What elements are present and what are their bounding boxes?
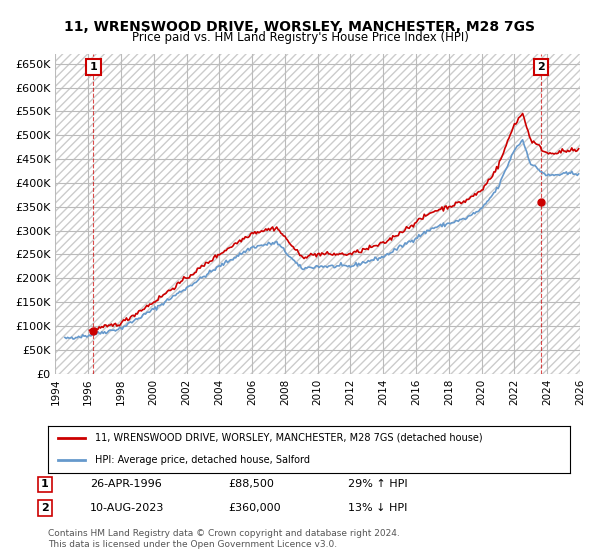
Text: 11, WRENSWOOD DRIVE, WORSLEY, MANCHESTER, M28 7GS (detached house): 11, WRENSWOOD DRIVE, WORSLEY, MANCHESTER… [95,432,482,442]
Text: 2: 2 [41,503,49,513]
Text: 26-APR-1996: 26-APR-1996 [90,479,162,489]
Text: 11, WRENSWOOD DRIVE, WORSLEY, MANCHESTER, M28 7GS: 11, WRENSWOOD DRIVE, WORSLEY, MANCHESTER… [65,20,536,34]
Text: HPI: Average price, detached house, Salford: HPI: Average price, detached house, Salf… [95,455,310,465]
Text: 1: 1 [89,62,97,72]
Text: Price paid vs. HM Land Registry's House Price Index (HPI): Price paid vs. HM Land Registry's House … [131,31,469,44]
Text: Contains HM Land Registry data © Crown copyright and database right 2024.
This d: Contains HM Land Registry data © Crown c… [48,529,400,549]
Text: 10-AUG-2023: 10-AUG-2023 [90,503,164,513]
Text: 13% ↓ HPI: 13% ↓ HPI [348,503,407,513]
Text: £360,000: £360,000 [228,503,281,513]
Text: 29% ↑ HPI: 29% ↑ HPI [348,479,407,489]
Text: £88,500: £88,500 [228,479,274,489]
Text: 2: 2 [537,62,545,72]
Text: 1: 1 [41,479,49,489]
